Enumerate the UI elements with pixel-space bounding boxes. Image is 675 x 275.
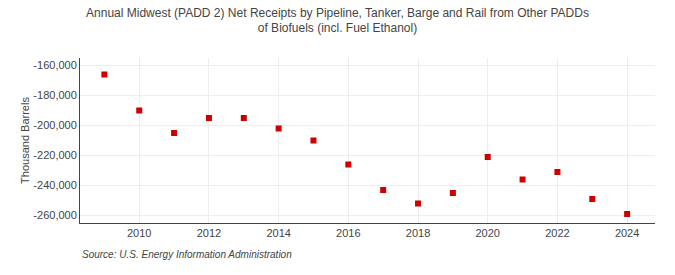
svg-text:2010: 2010 bbox=[127, 227, 151, 239]
svg-text:-160,000: -160,000 bbox=[33, 59, 76, 71]
svg-text:-260,000: -260,000 bbox=[33, 209, 76, 221]
svg-text:Thousand Barrels: Thousand Barrels bbox=[19, 97, 31, 184]
svg-text:2022: 2022 bbox=[545, 227, 569, 239]
svg-text:2012: 2012 bbox=[197, 227, 221, 239]
svg-text:Source: U.S. Energy Informatio: Source: U.S. Energy Information Administ… bbox=[82, 249, 292, 260]
svg-text:2014: 2014 bbox=[266, 227, 290, 239]
svg-text:2018: 2018 bbox=[406, 227, 430, 239]
svg-text:-180,000: -180,000 bbox=[33, 89, 76, 101]
svg-text:Annual Midwest (PADD 2) Net Re: Annual Midwest (PADD 2) Net Receipts by … bbox=[86, 6, 589, 36]
svg-text:2024: 2024 bbox=[615, 227, 639, 239]
svg-text:-240,000: -240,000 bbox=[33, 179, 76, 191]
svg-text:2016: 2016 bbox=[336, 227, 360, 239]
svg-text:-200,000: -200,000 bbox=[33, 119, 76, 131]
svg-text:-220,000: -220,000 bbox=[33, 149, 76, 161]
svg-text:2020: 2020 bbox=[475, 227, 499, 239]
